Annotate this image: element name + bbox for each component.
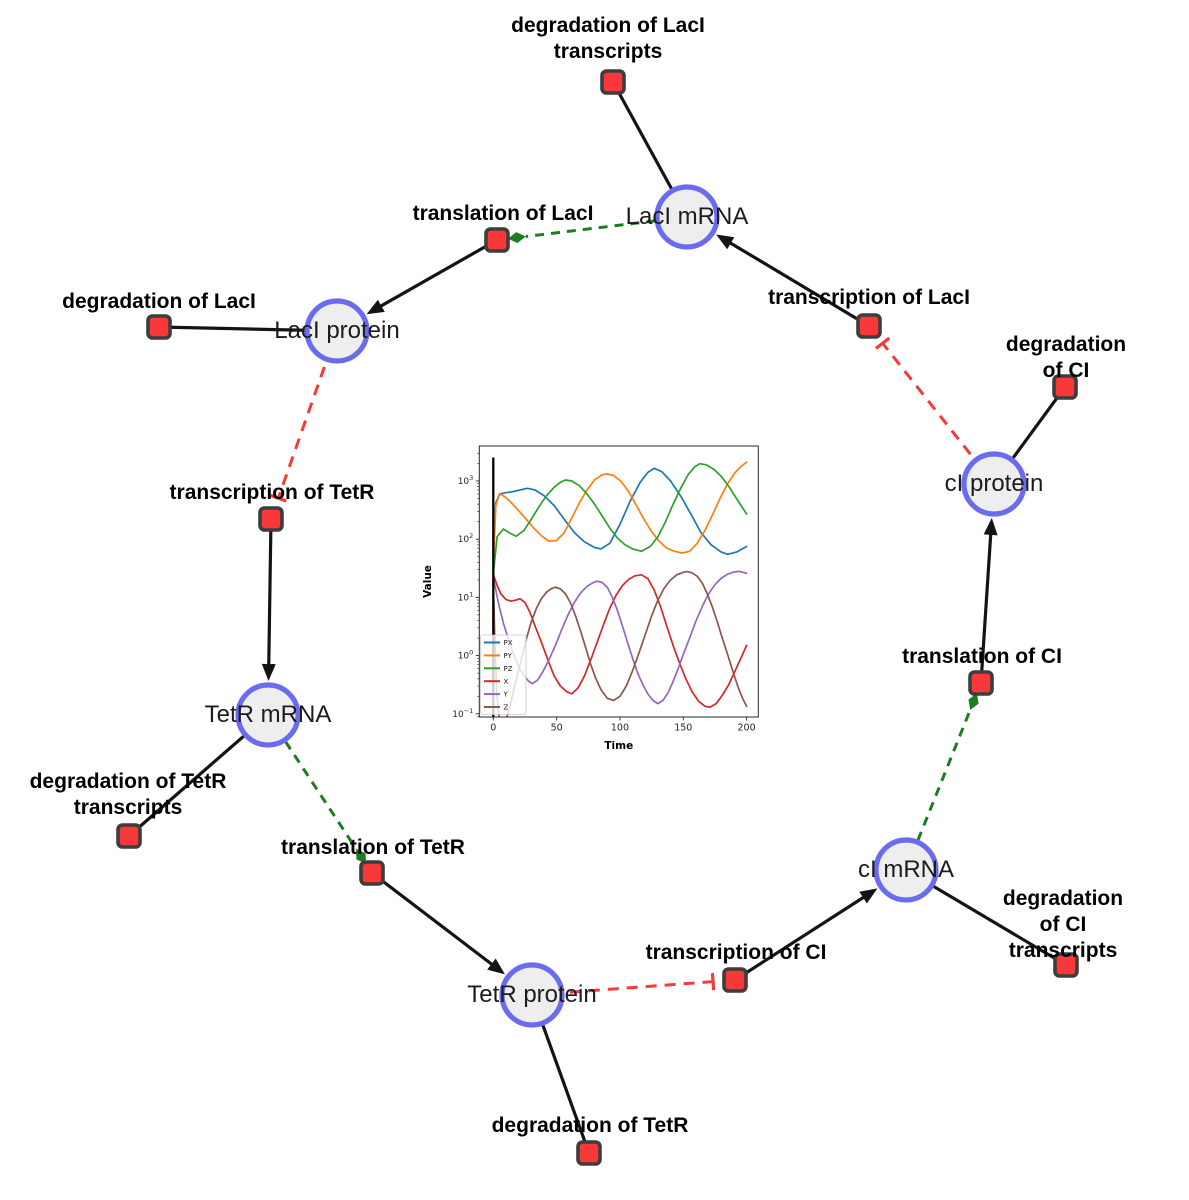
species-node-laci-mrna[interactable] (654, 184, 720, 250)
reaction-node-transcription-tetr[interactable] (258, 506, 284, 532)
x-tick-label: 0 (490, 723, 496, 734)
series-line-pz (492, 462, 748, 576)
y-tick-label: 103 (458, 474, 474, 487)
series-line-px (492, 467, 748, 556)
reaction-node-transcription-laci[interactable] (856, 313, 882, 339)
edge-tetr-mrna-translation-tetr[interactable] (266, 714, 366, 864)
edge-tetr-protein-transcription-ci[interactable] (531, 973, 716, 997)
inhibition-bar-icon (874, 336, 891, 350)
legend-label: Y (503, 691, 509, 699)
reaction-node-degradation-laci-transcripts[interactable] (600, 69, 626, 95)
reaction-node-degradation-laci[interactable] (146, 314, 172, 340)
edges-layer (127, 81, 1067, 1154)
arrowhead-icon (366, 299, 385, 315)
x-tick-label: 150 (674, 723, 692, 734)
x-axis-label: Time (604, 740, 633, 752)
arrowhead-icon (716, 234, 735, 250)
legend-label: PZ (504, 665, 513, 673)
diamond-arrowhead-icon (968, 693, 979, 710)
y-tick-label: 100 (458, 649, 474, 662)
series-line-x (492, 573, 748, 709)
diamond-arrowhead-icon (356, 848, 366, 864)
series-line-y (492, 570, 748, 705)
arrowhead-icon (859, 888, 878, 904)
legend-label: PX (504, 639, 513, 647)
edge-laci-mrna-translation-laci[interactable] (507, 215, 688, 244)
y-axis-label: Value (422, 565, 434, 598)
inhibition-bar-icon (269, 493, 287, 503)
nodes-layer (116, 69, 1079, 1166)
arrowhead-icon (983, 517, 998, 536)
edge-translation-laci-laci-protein[interactable] (366, 238, 498, 315)
y-tick-label: 10−1 (452, 707, 473, 720)
simulation-plot: 0 50 100 150 20010−1100101102103TimeValuePXP… (422, 445, 759, 752)
species-node-tetr-mrna[interactable] (235, 682, 301, 748)
edge-transcription-ci-ci-mrna[interactable] (734, 888, 878, 982)
x-tick-label: 200 (738, 723, 756, 734)
arrowhead-icon (261, 663, 276, 682)
legend-label: PY (504, 652, 513, 660)
diamond-arrowhead-icon (507, 232, 526, 244)
reaction-node-translation-ci[interactable] (968, 670, 994, 696)
edge-transcription-tetr-tetr-mrna[interactable] (261, 518, 276, 682)
legend-label: Z (504, 704, 509, 712)
plot-legend: PX PY PZ XYZ (480, 634, 527, 715)
inhibition-bar-icon (710, 973, 716, 991)
edge-ci-mrna-translation-ci[interactable] (904, 693, 979, 871)
reaction-node-degradation-tetr-transcripts[interactable] (116, 823, 142, 849)
arrowhead-icon (487, 958, 505, 975)
x-tick-label: 50 (551, 723, 563, 734)
edge-transcription-laci-laci-mrna[interactable] (716, 234, 870, 328)
y-tick-label: 102 (458, 532, 474, 545)
reaction-node-degradation-ci-transcripts[interactable] (1053, 952, 1079, 978)
x-tick-label: 100 (611, 723, 629, 734)
species-node-tetr-protein[interactable] (499, 962, 565, 1028)
reaction-node-translation-laci[interactable] (484, 227, 510, 253)
series-line-py (492, 461, 748, 571)
reaction-node-degradation-ci[interactable] (1052, 374, 1078, 400)
legend-label: X (504, 678, 509, 686)
species-node-ci-mrna[interactable] (873, 837, 939, 903)
edge-translation-tetr-tetr-protein[interactable] (371, 871, 505, 975)
reaction-node-translation-tetr[interactable] (359, 860, 385, 886)
y-tick-label: 101 (458, 590, 474, 603)
edge-translation-ci-ci-protein[interactable] (979, 517, 998, 684)
species-node-ci-protein[interactable] (961, 451, 1027, 517)
species-node-laci-protein[interactable] (304, 298, 370, 364)
plot-frame (478, 445, 759, 718)
reaction-node-transcription-ci[interactable] (722, 967, 748, 993)
reaction-node-degradation-tetr[interactable] (576, 1140, 602, 1166)
